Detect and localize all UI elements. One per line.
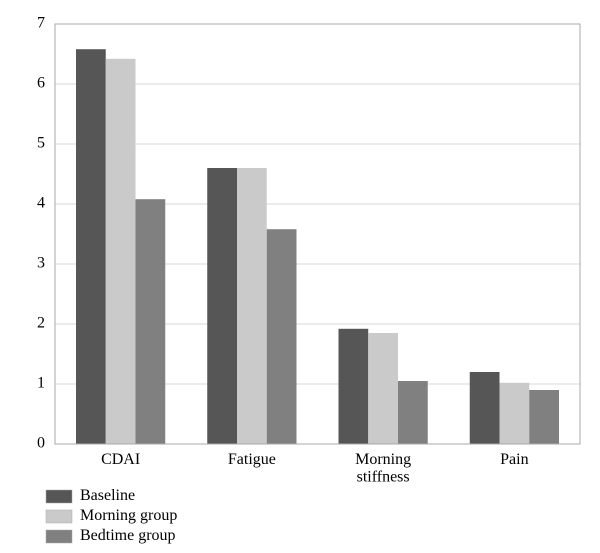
legend-swatch: [46, 490, 72, 503]
bar: [529, 390, 559, 444]
bar: [368, 333, 398, 444]
y-tick-label: 7: [37, 15, 45, 32]
x-tick-label: CDAI: [101, 451, 140, 468]
x-tick-label: Fatigue: [228, 451, 276, 468]
y-tick-label: 0: [37, 435, 45, 452]
legend-label: Bedtime group: [80, 527, 176, 544]
bar: [237, 168, 267, 444]
y-tick-label: 2: [37, 315, 45, 332]
bar: [76, 49, 106, 444]
bar: [136, 199, 166, 444]
y-tick-label: 1: [37, 375, 45, 392]
legend-label: Morning group: [80, 507, 177, 524]
y-tick-label: 3: [37, 255, 45, 272]
bar: [106, 59, 136, 444]
legend-swatch: [46, 530, 72, 543]
bar: [398, 381, 428, 444]
x-tick-label: Morningstiffness: [355, 451, 411, 486]
legend-swatch: [46, 510, 72, 523]
y-tick-label: 4: [37, 195, 45, 212]
y-tick-label: 5: [37, 135, 45, 152]
legend-label: Baseline: [80, 487, 135, 504]
y-tick-label: 6: [37, 75, 45, 92]
bar: [470, 372, 500, 444]
bar: [207, 168, 237, 444]
bar: [267, 229, 297, 444]
bar: [500, 383, 530, 444]
grouped-bar-chart: 0 1 2 3 4 5 6 7 CDAI Fatigue Morningstiffness Pain B…: [0, 0, 600, 553]
x-tick-label: Pain: [500, 451, 528, 468]
bar: [339, 329, 369, 444]
